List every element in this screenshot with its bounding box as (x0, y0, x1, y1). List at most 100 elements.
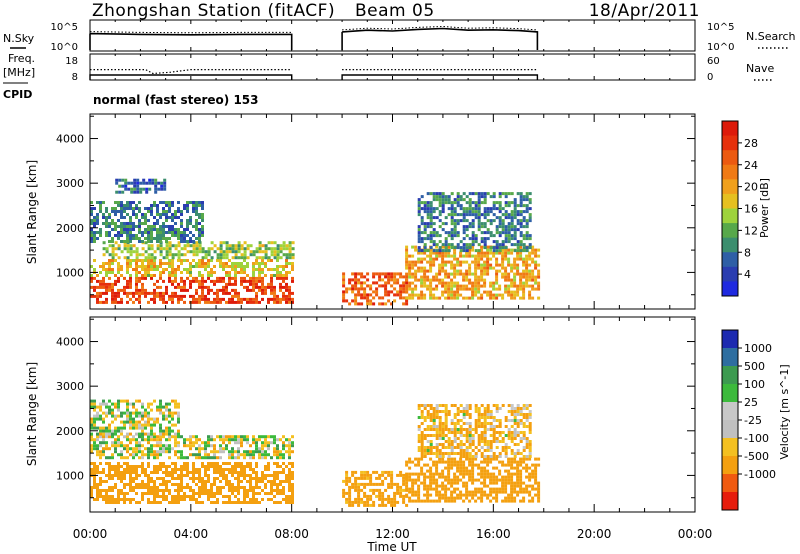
power-echo-cell-3 (114, 225, 117, 228)
velocity-echo-cell-0 (255, 483, 258, 486)
power-echo-cell-0 (276, 297, 279, 301)
velocity-echo-cell-3 (399, 473, 403, 477)
velocity-echo-cell-4 (435, 463, 439, 467)
velocity-echo-cell-5 (513, 410, 517, 413)
velocity-echo-cell-5 (465, 437, 469, 440)
power-echo-cell-2 (270, 253, 274, 257)
velocity-echo-cell-4 (516, 484, 520, 488)
power-echo-cell-6 (486, 254, 490, 258)
velocity-echo-cell-4 (477, 478, 481, 482)
power-echo-cell-7 (519, 249, 523, 253)
noise-right-tick-bottom: 10^0 (707, 42, 734, 53)
power-echo-cell-1 (168, 271, 171, 274)
power-echo-cell-1 (144, 274, 147, 277)
velocity-echo-cell-0 (279, 501, 282, 504)
power-echo-cell-1 (105, 271, 108, 274)
velocity-echo-cell-5 (444, 446, 448, 449)
velocity-echo-cell-5 (435, 407, 439, 410)
power-echo-cell-1 (150, 268, 153, 271)
velocity-echo-cell-5 (495, 425, 499, 428)
power-echo-cell-7 (483, 240, 487, 244)
power-echo-cell-3 (93, 240, 96, 243)
power-echo-cell-3 (147, 207, 150, 210)
freq-left-tick-bottom: 8 (72, 72, 78, 83)
velocity-echo-cell-4 (489, 475, 493, 479)
power-echo-cell-3 (162, 234, 165, 237)
power-echo-cell-1 (222, 265, 225, 268)
velocity-echo-cell-4 (465, 481, 469, 485)
power-echo-cell-3 (99, 234, 102, 237)
power-echo-cell-3 (132, 210, 135, 213)
velocity-echo-cell-1 (99, 441, 102, 445)
power-echo-cell-7 (444, 246, 448, 250)
power-echo-cell-3 (183, 207, 186, 210)
velocity-echo-cell-3 (378, 497, 382, 501)
power-echo-cell-6 (462, 284, 466, 288)
power-echo-cell-1 (189, 265, 192, 268)
power-echo-cell-6 (477, 284, 481, 288)
power-echo-cell-1 (252, 265, 255, 268)
power-echo-cell-7 (456, 201, 460, 205)
power-echo-cell-6 (465, 296, 469, 300)
power-echo-cell-3 (108, 222, 111, 225)
velocity-echo-cell-1 (207, 435, 210, 439)
velocity-echo-cell-5 (453, 431, 457, 434)
power-echo-cell-6 (462, 254, 466, 258)
power-echo-cell-6 (483, 263, 487, 267)
velocity-echo-cell-1 (252, 456, 255, 460)
velocity-echo-cell-2 (159, 411, 162, 415)
velocity-echo-cell-4 (459, 460, 463, 464)
velocity-echo-cell-1 (168, 456, 171, 460)
velocity-echo-cell-1 (234, 450, 237, 454)
power-echo-cell-2 (246, 244, 250, 248)
velocity-echo-cell-5 (516, 452, 520, 455)
velocity-echo-cell-0 (270, 480, 273, 483)
velocity-echo-cell-4 (510, 457, 514, 461)
velocity-echo-cell-1 (231, 447, 234, 451)
noise-search-label: N.Search (746, 30, 796, 43)
power-echo-cell-2 (201, 250, 205, 254)
power-echo-cell-0 (147, 291, 150, 295)
power-echo-cell-7 (426, 201, 430, 205)
velocity-echo-cell-4 (408, 472, 412, 476)
velocity-echo-cell-1 (243, 450, 246, 454)
power-echo-cell-7 (504, 225, 508, 229)
velocity-echo-cell-1 (111, 435, 114, 439)
power-echo-cell-1 (246, 274, 249, 277)
velocity-echo-cell-2 (90, 399, 93, 403)
velocity-echo-cell-0 (99, 492, 102, 495)
power-echo-cell-6 (510, 278, 514, 282)
velocity-echo-cell-0 (276, 471, 279, 474)
power-echo-cell-6 (513, 296, 517, 300)
velocity-echo-cell-3 (399, 485, 403, 489)
velocity-echo-cell-5 (429, 434, 433, 437)
velocity-echo-cell-0 (261, 477, 264, 480)
power-echo-cell-2 (102, 241, 106, 245)
velocity-echo-cell-2 (108, 399, 111, 403)
power-echo-cell-6 (492, 266, 496, 270)
velocity-echo-cell-5 (516, 404, 520, 407)
velocity-echo-cell-5 (519, 437, 523, 440)
power-echo-cell-3 (159, 213, 162, 216)
velocity-echo-cell-2 (99, 426, 102, 430)
power-echo-cell-0 (177, 282, 180, 286)
velocity-echo-cell-4 (444, 487, 448, 491)
velocity-echo-cell-4 (420, 469, 424, 473)
power-echo-cell-5 (387, 281, 391, 285)
velocity-echo-cell-4 (513, 481, 517, 485)
velocity-echo-cell-0 (291, 471, 294, 474)
power-echo-cell-7 (501, 207, 505, 211)
power-echo-cell-6 (450, 293, 454, 297)
power-echo-cell-5 (369, 284, 373, 288)
velocity-echo-cell-0 (189, 498, 192, 501)
power-echo-cell-6 (420, 296, 424, 300)
velocity-echo-cell-4 (453, 490, 457, 494)
power-echo-cell-3 (186, 228, 189, 231)
velocity-echo-cell-4 (471, 496, 475, 500)
velocity-echo-cell-1 (180, 456, 183, 460)
velocity-echo-cell-0 (222, 462, 225, 465)
velocity-echo-cell-2 (129, 423, 132, 427)
velocity-echo-cell-5 (498, 431, 502, 434)
power-echo-cell-1 (276, 274, 279, 277)
power-echo-cell-3 (123, 222, 126, 225)
